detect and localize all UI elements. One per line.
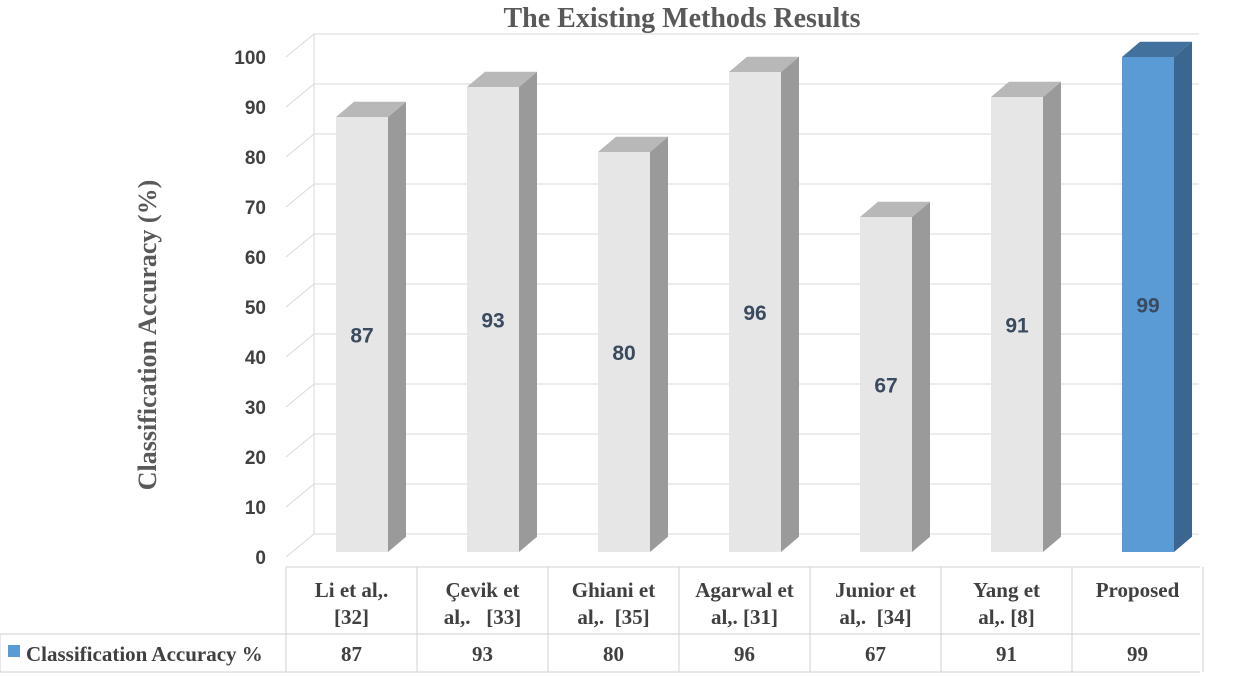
bar <box>991 97 1043 552</box>
category-label: Ghiani et <box>572 578 655 602</box>
category-label: Çevik et <box>445 578 519 602</box>
y-tick-label: 80 <box>245 148 266 169</box>
bar-top <box>1122 41 1192 57</box>
gridline-diagonal <box>285 133 315 158</box>
data-label: 87 <box>350 325 373 348</box>
bar <box>729 72 781 552</box>
data-label: 67 <box>874 375 897 398</box>
table-value: 87 <box>341 642 362 666</box>
gridline-diagonal <box>285 433 315 458</box>
y-tick-label: 0 <box>255 548 266 569</box>
chart-title: The Existing Methods Results <box>503 3 860 34</box>
table-value: 80 <box>603 642 624 666</box>
data-label: 99 <box>1136 295 1159 318</box>
gridline-diagonal <box>285 383 315 408</box>
y-tick-label: 60 <box>245 248 266 269</box>
bar-side <box>650 136 668 552</box>
gridline-diagonal <box>285 533 315 558</box>
table-value: 91 <box>996 642 1017 666</box>
category-label: al,. [34] <box>839 605 911 629</box>
gridline-diagonal <box>285 283 315 308</box>
bar-side <box>388 101 406 552</box>
legend-label: Classification Accuracy % <box>26 642 263 666</box>
category-label: Junior et <box>835 578 916 602</box>
category-label: al,. [31] <box>711 605 778 629</box>
category-label: al,. [35] <box>577 605 649 629</box>
bar-side <box>781 56 799 552</box>
bar-top <box>467 71 537 87</box>
bar-side <box>519 71 537 552</box>
bar-side <box>912 201 930 552</box>
bar-top <box>598 136 668 152</box>
category-label: Agarwal et <box>695 578 794 602</box>
y-tick-label: 100 <box>234 48 266 69</box>
y-tick-label: 90 <box>245 98 266 119</box>
y-tick-label: 30 <box>245 398 266 419</box>
gridline-diagonal <box>285 483 315 508</box>
category-label: Proposed <box>1096 578 1180 602</box>
category-label: Li et al,. <box>315 578 389 602</box>
category-label: al,. [8] <box>978 605 1035 629</box>
bar-top <box>729 56 799 72</box>
y-tick-label: 10 <box>245 498 266 519</box>
bar <box>336 117 388 552</box>
data-label: 91 <box>1005 315 1029 338</box>
category-label: [32] <box>334 605 369 629</box>
data-label: 96 <box>743 302 766 325</box>
y-axis-label: Classification Accuracy (%) <box>133 180 162 491</box>
data-table: Li et al,. [32] 87 Çevik et al,. [33] 93 Ghian… <box>0 566 1204 673</box>
bar-side <box>1043 81 1061 552</box>
table-value: 93 <box>472 642 493 666</box>
bar-top <box>991 81 1061 97</box>
data-label: 93 <box>481 310 504 333</box>
gridline-diagonal <box>285 183 315 208</box>
y-tick-label: 50 <box>245 298 266 319</box>
gridline-diagonal <box>285 33 315 58</box>
gridline-diagonal <box>285 333 315 358</box>
data-label: 80 <box>612 342 635 365</box>
bars: 87 93 80 96 67 91 99 <box>336 41 1192 552</box>
bar <box>598 152 650 552</box>
gridline-diagonal <box>285 233 315 258</box>
bar <box>1122 57 1174 552</box>
bar <box>467 87 519 552</box>
category-label: al,. [33] <box>444 605 522 629</box>
bar-top <box>336 101 406 117</box>
bar-side <box>1174 41 1192 552</box>
table-value: 96 <box>734 642 755 666</box>
category-label: Yang et <box>973 578 1040 602</box>
y-tick-label: 70 <box>245 198 266 219</box>
table-value: 67 <box>865 642 886 666</box>
y-tick-label: 20 <box>245 448 266 469</box>
table-value: 99 <box>1127 642 1148 666</box>
y-tick-label: 40 <box>245 348 266 369</box>
bar <box>860 217 912 552</box>
legend-marker <box>8 645 20 657</box>
gridline-diagonal <box>285 83 315 108</box>
y-axis-ticks: 0 10 20 30 40 50 60 70 80 90 100 <box>234 48 266 569</box>
bar-top <box>860 201 930 217</box>
